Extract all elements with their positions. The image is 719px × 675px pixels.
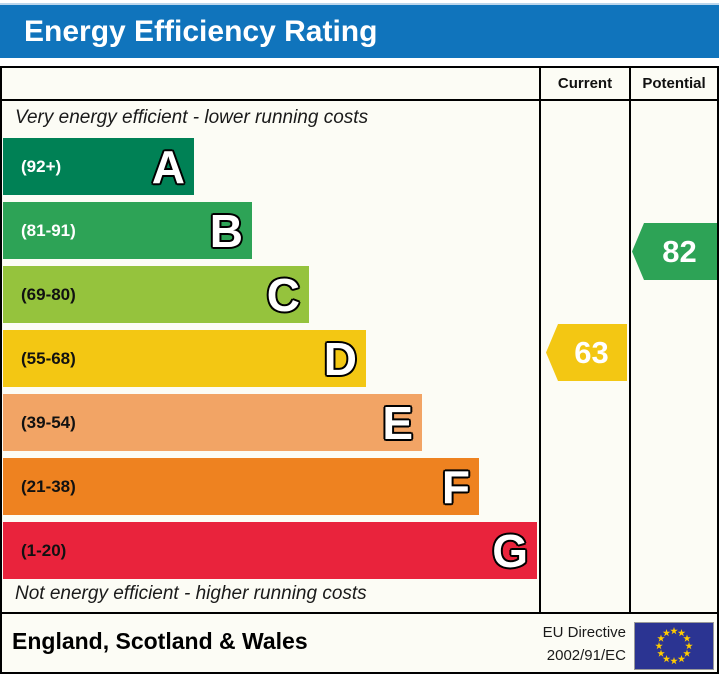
band-range-label: (92+) [21,156,62,176]
bottom-note: Not energy efficient - higher running co… [15,583,367,604]
band-range-label: (21-38) [21,476,76,496]
bands-container: (92+) A (81-91) B (69-80) C (55-68) D (3… [3,138,537,579]
title-bar: Energy Efficiency Rating [0,3,719,58]
footer-region-label: England, Scotland & Wales [12,628,308,654]
band-range-label: (69-80) [21,284,76,304]
band-row-e: (39-54) E [3,394,422,451]
band-row-b: (81-91) B [3,202,252,259]
column-header-potential: Potential [642,75,706,92]
eu-directive-line2: 2002/91/EC [546,647,626,664]
band-row-g: (1-20) G [3,522,537,579]
potential-rating-value: 82 [662,234,697,269]
eu-directive-label: EU Directive 2002/91/EC [470,621,626,667]
band-range-label: (39-54) [21,412,76,432]
current-rating-value: 63 [574,335,609,370]
band-row-f: (21-38) F [3,458,479,515]
band-letter: G [492,524,528,577]
band-row-d: (55-68) D [3,330,366,387]
current-column-divider [539,66,541,614]
current-rating-marker: 63 [546,324,627,381]
band-range-label: (55-68) [21,348,76,368]
header-row-divider [0,99,719,101]
band-letter: F [441,460,470,513]
page-title: Energy Efficiency Rating [24,15,378,48]
potential-column-divider [629,66,631,614]
band-row-c: (69-80) C [3,266,309,323]
band-range-label: (81-91) [21,220,76,240]
band-letter: E [382,396,413,449]
band-range-label: (1-20) [21,540,67,560]
band-letter: A [151,140,185,193]
band-letter: B [209,204,243,257]
band-row-a: (92+) A [3,138,194,195]
eu-flag-icon [634,622,714,670]
top-note: Very energy efficient - lower running co… [15,107,369,128]
eu-directive-line1: EU Directive [542,624,626,641]
footer-row-divider [0,612,719,614]
band-letter: C [266,268,300,321]
column-header-current: Current [557,75,613,92]
potential-rating-marker: 82 [632,223,717,280]
band-letter: D [323,332,357,385]
